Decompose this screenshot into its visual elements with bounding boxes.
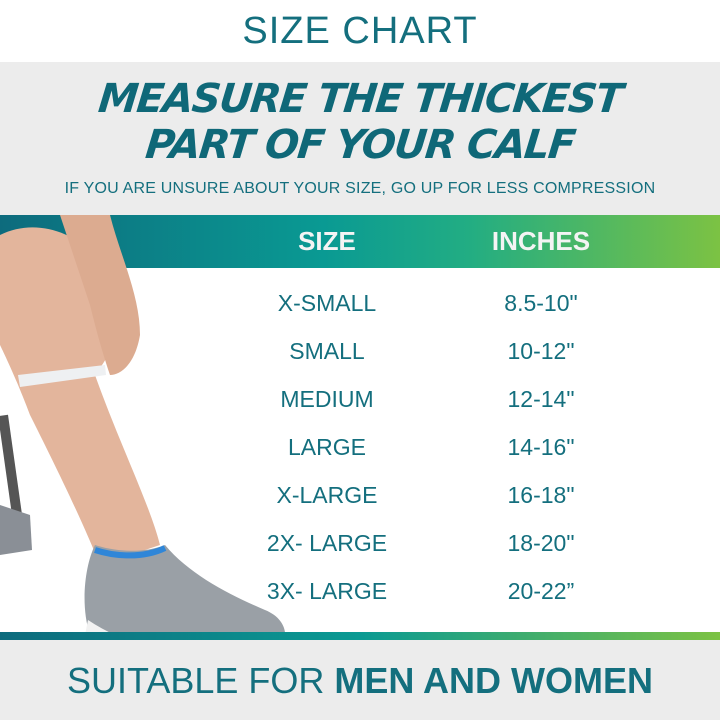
- headline-line-1: MEASURE THE THICKEST: [96, 76, 624, 122]
- column-header-size: SIZE: [298, 226, 356, 256]
- headline-line-2: PART OF YOUR CALF: [143, 122, 577, 168]
- footer-band: [0, 640, 720, 720]
- size-cell: LARGE: [288, 434, 366, 460]
- footer-text: SUITABLE FOR MEN AND WOMEN: [0, 660, 720, 702]
- column-header-inches: INCHES: [491, 226, 591, 256]
- footer-light-text: SUITABLE FOR: [66, 660, 335, 701]
- divider-stripe: [0, 632, 720, 640]
- size-cell: X-SMALL: [277, 290, 377, 316]
- inches-cell: 10-12": [507, 338, 575, 364]
- size-cell: X-LARGE: [276, 482, 378, 508]
- size-cell: SMALL: [289, 338, 365, 364]
- sizing-note: IF YOU ARE UNSURE ABOUT YOUR SIZE, GO UP…: [64, 180, 656, 197]
- size-cell: 3X- LARGE: [266, 578, 388, 604]
- inches-cell: 18-20": [507, 530, 575, 556]
- inches-cell: 14-16": [507, 434, 575, 460]
- size-cell: 2X- LARGE: [266, 530, 388, 556]
- inches-cell: 20-22”: [507, 578, 575, 604]
- inches-cell: 16-18": [507, 482, 575, 508]
- footer-bold-text: MEN AND WOMEN: [334, 660, 654, 701]
- inches-cell: 8.5-10": [504, 290, 578, 316]
- page-title: SIZE CHART: [242, 10, 478, 52]
- headline-band: [0, 62, 720, 215]
- inches-cell: 12-14": [507, 386, 575, 412]
- size-cell: MEDIUM: [280, 386, 374, 412]
